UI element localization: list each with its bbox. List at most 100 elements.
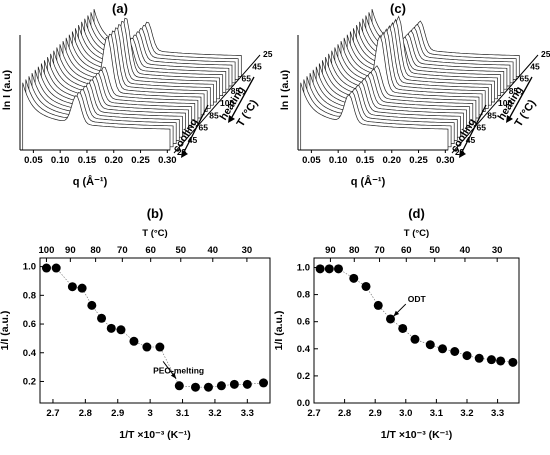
x-tick-label: 0.10 — [51, 155, 70, 166]
heating-arrow — [231, 76, 255, 118]
data-point — [259, 378, 269, 388]
top-axis-title: T (°C) — [404, 228, 429, 239]
x-tick-label: 2.7 — [46, 408, 59, 419]
data-point — [450, 347, 460, 357]
x-tick-label: 2.9 — [111, 408, 124, 419]
temperature-tick-label: 25 — [263, 49, 273, 59]
temperature-tick-label: 85 — [209, 110, 219, 120]
scatter-panel-b: (b) T (°C) 2.7 2.8 2.9 3 3.1 3.2 3.3 0.2 0.4 0.6 0.8… — [0, 206, 271, 441]
x-tick-label: 0.10 — [329, 155, 348, 166]
x-tick-label: 0.30 — [158, 155, 177, 166]
data-point — [116, 325, 126, 335]
y-tick-label: 0.2 — [23, 376, 36, 387]
top-tick-label: 50 — [175, 245, 186, 256]
cooling-arrow-head — [181, 150, 188, 158]
top-tick-label: 40 — [207, 245, 218, 256]
data-point — [106, 323, 116, 333]
data-point — [496, 356, 506, 366]
y-tick-label: 0.4 — [297, 344, 311, 355]
data-point — [333, 264, 343, 274]
y-tick-label: 0.8 — [297, 290, 310, 301]
x-tick-label: 0.25 — [131, 155, 150, 166]
data-point — [349, 273, 359, 283]
waterfall-panel-a: (a) 0.05 0.10 0.15 0.20 0.25 0.30 q (Å⁻¹) ln I (… — [1, 1, 273, 188]
temperature-tick-label: 45 — [530, 61, 540, 71]
x-tick-label: 3.2 — [208, 408, 221, 419]
cooling-arrow — [461, 104, 487, 153]
x-axis-title: q (Å⁻¹) — [73, 175, 108, 188]
top-tick-label: 30 — [492, 245, 503, 256]
top-tick-label: 80 — [349, 245, 360, 256]
data-point — [229, 379, 239, 389]
top-tick-label: 70 — [374, 245, 385, 256]
data-point — [385, 314, 395, 324]
data-point — [142, 342, 152, 352]
top-tick-label: 40 — [460, 245, 471, 256]
panel-label: (c) — [390, 1, 406, 16]
y-tick-label: 1.0 — [297, 262, 310, 273]
x-axis-title: 1/T ×10⁻³ (K⁻¹) — [119, 429, 190, 441]
data-point — [315, 264, 325, 274]
y-axis-title: 1/I (a.u.) — [0, 311, 11, 351]
x-tick-label: 0.30 — [436, 155, 455, 166]
scatter-panel-d: (d) T (°C) 2.7 2.8 2.9 3.0 3.1 3.2 3.3 0.0 0.2 0.4 0… — [273, 206, 520, 441]
x-tick-label: 0.25 — [409, 155, 428, 166]
data-point — [51, 263, 61, 273]
data-point — [474, 353, 484, 363]
data-point — [398, 323, 408, 333]
top-tick-label: 90 — [65, 245, 76, 256]
y-tick-label: 0.8 — [23, 290, 36, 301]
x-tick-label: 3 — [147, 408, 152, 419]
x-tick-label: 2.8 — [79, 408, 92, 419]
temperature-tick-label: 85 — [231, 86, 241, 96]
data-point — [174, 381, 184, 391]
x-tick-label: 3.3 — [491, 408, 504, 419]
panel-label: (b) — [147, 206, 164, 221]
data-point — [425, 340, 435, 350]
data-point — [67, 282, 77, 292]
data-point — [486, 355, 496, 365]
trace-line — [22, 82, 171, 151]
x-axis-title: 1/T ×10⁻³ (K⁻¹) — [381, 429, 452, 441]
trace-line — [300, 82, 449, 151]
x-tick-label: 3.3 — [241, 408, 254, 419]
data-point — [324, 264, 334, 274]
y-axis-title: ln I (a.u) — [1, 70, 13, 110]
temperature-tick-label: 65 — [477, 123, 487, 133]
data-point — [216, 381, 226, 391]
plot-frame — [39, 257, 271, 404]
y-tick-label: 0.6 — [23, 319, 36, 330]
top-tick-label: 60 — [145, 245, 156, 256]
x-tick-label: 0.20 — [105, 155, 124, 166]
data-point — [361, 281, 371, 291]
data-point — [155, 342, 165, 352]
top-tick-label: 80 — [90, 245, 101, 256]
annotation-arrow-head — [393, 310, 400, 317]
temperature-tick-label: 65 — [199, 123, 209, 133]
x-tick-label: 0.20 — [383, 155, 402, 166]
y-tick-label: 1.0 — [23, 262, 36, 273]
x-tick-label: 0.05 — [24, 155, 43, 166]
x-tick-label: 2.7 — [307, 408, 320, 419]
data-point — [41, 263, 51, 273]
top-axis-title: T (°C) — [142, 228, 167, 239]
x-tick-label: 0.15 — [78, 155, 97, 166]
temperature-tick-label: 45 — [188, 135, 198, 145]
cooling-arrow — [183, 104, 209, 153]
data-point — [242, 379, 252, 389]
temperature-tick-label: 45 — [466, 135, 476, 145]
data-point — [129, 336, 139, 346]
temperature-tick-label: 85 — [487, 110, 497, 120]
x-tick-label: 2.8 — [338, 408, 351, 419]
data-point — [77, 283, 87, 293]
y-axis-title: ln I (a.u) — [279, 70, 291, 110]
x-tick-label: 3.1 — [176, 408, 190, 419]
y-tick-label: 0.4 — [23, 348, 37, 359]
temperature-tick-label: 100 — [498, 98, 512, 108]
top-tick-label: 90 — [325, 245, 336, 256]
data-point — [203, 382, 213, 392]
heating-arrow — [509, 76, 533, 118]
temperature-tick-label: 45 — [252, 61, 262, 71]
top-tick-label: 30 — [242, 245, 253, 256]
temperature-tick-label: 85 — [509, 86, 519, 96]
